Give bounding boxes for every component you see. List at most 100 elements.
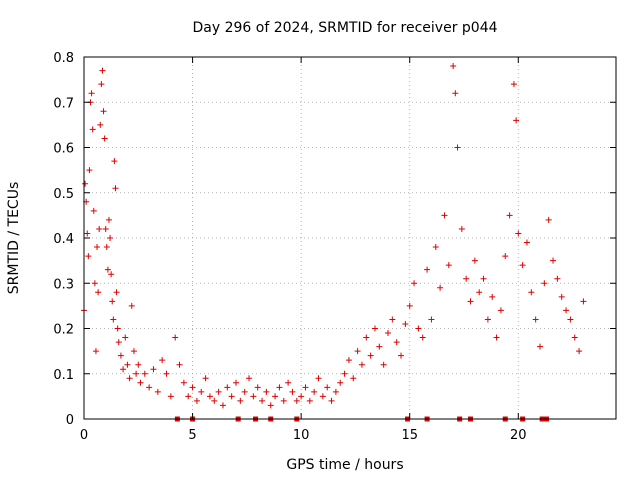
data-point	[306, 397, 313, 404]
data-point	[146, 384, 153, 391]
data-point	[385, 330, 391, 337]
y-tick-label: 0.1	[53, 368, 74, 383]
grid-lines	[84, 57, 616, 419]
data-point	[92, 348, 99, 355]
data-point	[513, 117, 520, 124]
x-axis-label: GPS time / hours	[286, 457, 403, 473]
data-point	[193, 397, 200, 404]
data-point	[532, 316, 539, 323]
data-point	[211, 397, 218, 404]
data-point	[345, 357, 352, 364]
data-point	[185, 393, 192, 400]
data-point	[272, 393, 279, 400]
data-point	[502, 253, 509, 260]
data-point	[554, 275, 561, 282]
data-point	[101, 135, 108, 142]
data-point	[432, 244, 439, 251]
data-point	[489, 293, 496, 300]
data-point	[124, 361, 131, 368]
data-point	[393, 339, 400, 346]
data-point	[135, 361, 142, 368]
data-point	[109, 298, 116, 305]
data-point	[117, 352, 124, 359]
data-point	[99, 67, 106, 74]
data-point	[91, 280, 98, 287]
data-point	[241, 388, 248, 395]
data-point	[302, 384, 309, 391]
data-point	[128, 302, 135, 309]
data-point	[467, 298, 474, 305]
data-point	[411, 280, 418, 287]
data-point	[363, 334, 370, 341]
data-point	[254, 384, 261, 391]
data-point	[100, 108, 107, 115]
data-point	[102, 225, 109, 232]
data-point	[389, 316, 396, 323]
data-point	[480, 275, 487, 282]
data-point	[350, 375, 357, 382]
data-point	[94, 244, 101, 251]
data-point	[506, 212, 513, 219]
data-point	[159, 357, 166, 364]
data-point	[141, 370, 148, 377]
data-point	[332, 388, 339, 395]
data-point	[167, 393, 174, 400]
data-point	[88, 90, 95, 97]
data-point	[415, 325, 422, 332]
y-tick-label: 0.5	[53, 187, 74, 202]
data-point	[115, 339, 122, 346]
data-point	[476, 289, 483, 296]
data-point	[137, 379, 144, 386]
data-point	[219, 402, 226, 409]
data-point	[458, 225, 465, 232]
data-point	[133, 370, 140, 377]
data-point	[515, 230, 522, 237]
data-point	[263, 388, 270, 395]
data-point	[180, 379, 187, 386]
data-point	[120, 366, 127, 373]
data-point	[441, 212, 448, 219]
data-point	[228, 393, 235, 400]
data-point	[545, 216, 552, 223]
x-axis-ticks: 0 5 10 15 20	[80, 57, 527, 443]
data-point	[285, 379, 292, 386]
chart-title: Day 296 of 2024, SRMTID for receiver p04…	[192, 20, 497, 36]
x-tick-label: 5	[188, 428, 196, 443]
data-point	[112, 185, 119, 192]
y-tick-label: 0	[66, 413, 74, 428]
data-point	[276, 384, 283, 391]
data-point	[445, 262, 452, 269]
data-point	[537, 343, 543, 350]
data-point	[341, 370, 348, 377]
data-point	[493, 334, 500, 341]
data-point	[98, 81, 105, 88]
data-point	[130, 348, 137, 355]
data-point	[233, 379, 239, 386]
data-point	[96, 225, 103, 232]
data-point	[298, 393, 305, 400]
data-point	[567, 316, 574, 323]
data-point	[103, 244, 110, 251]
data-point	[580, 298, 587, 305]
data-point	[358, 361, 365, 368]
data-point	[172, 334, 179, 341]
data-point	[450, 63, 457, 70]
data-point	[380, 361, 387, 368]
y-tick-label: 0.6	[53, 142, 74, 157]
data-point	[419, 334, 426, 341]
data-point	[398, 352, 405, 359]
data-point	[367, 352, 374, 359]
data-point	[571, 334, 578, 341]
data-point	[202, 375, 209, 382]
data-point	[110, 316, 117, 323]
data-point	[107, 235, 114, 241]
data-point	[85, 253, 92, 260]
data-point	[126, 375, 133, 382]
data-point	[550, 257, 557, 264]
data-point	[484, 316, 491, 323]
x-tick-label: 0	[80, 428, 88, 443]
data-point	[497, 307, 504, 314]
data-point	[311, 388, 318, 395]
data-point	[454, 144, 461, 151]
